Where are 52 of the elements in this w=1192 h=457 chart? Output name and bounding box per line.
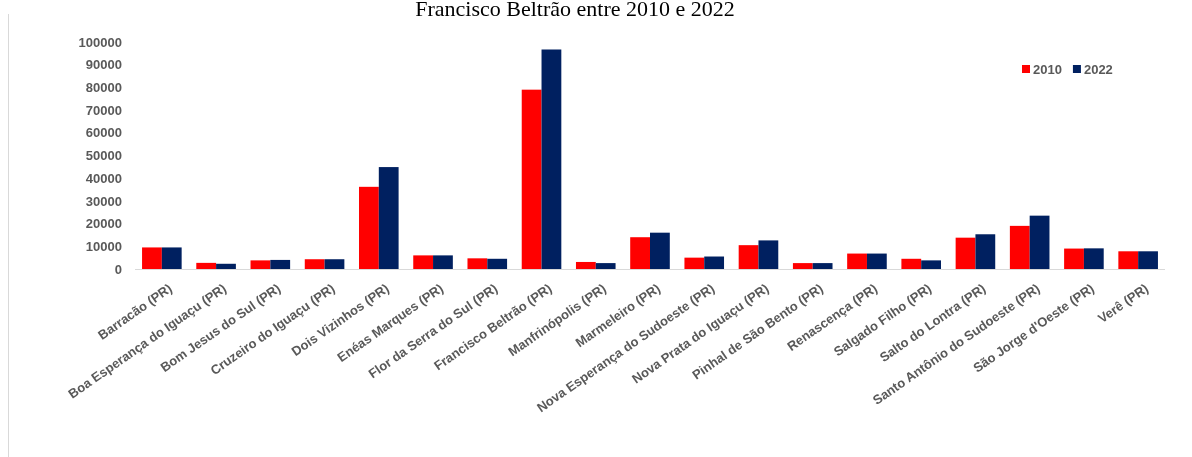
y-tick-label: 80000 — [85, 80, 122, 96]
y-tick-label: 60000 — [85, 125, 122, 141]
bar — [324, 259, 345, 269]
bar — [650, 232, 670, 269]
bar — [812, 263, 833, 269]
bar — [630, 237, 650, 269]
bar — [250, 260, 271, 269]
bar — [270, 259, 291, 269]
bar — [792, 263, 813, 269]
legend-label: 2022 — [1083, 61, 1113, 77]
bar — [1138, 251, 1158, 269]
bar — [378, 167, 399, 269]
bar — [901, 258, 922, 269]
bar — [575, 261, 596, 269]
chart-title: Francisco Beltrão entre 2010 e 2022 — [415, 0, 735, 21]
bar — [161, 247, 182, 269]
bar — [359, 186, 379, 269]
bar — [1029, 215, 1050, 269]
y-tick-label: 100000 — [78, 34, 122, 50]
bar — [1083, 248, 1104, 269]
bar — [921, 260, 941, 269]
y-tick-label: 20000 — [85, 216, 122, 232]
bar — [433, 255, 453, 269]
bar — [704, 256, 725, 269]
bar — [738, 245, 759, 269]
bar — [847, 253, 867, 269]
y-tick-label: 50000 — [85, 148, 122, 164]
bar — [975, 234, 996, 269]
bar — [413, 255, 434, 269]
bar — [196, 262, 217, 269]
y-tick-label: 70000 — [85, 102, 122, 118]
bar — [1009, 225, 1030, 269]
bar — [1118, 251, 1139, 269]
bar — [595, 263, 616, 269]
y-tick-label: 40000 — [85, 170, 122, 186]
bar — [216, 263, 236, 269]
y-tick-label: 10000 — [85, 238, 122, 254]
legend-label: 2010 — [1033, 61, 1062, 77]
bar — [521, 89, 542, 269]
bar — [758, 240, 779, 269]
bar — [142, 247, 162, 269]
bar — [541, 49, 562, 269]
bar — [866, 253, 887, 269]
y-tick-label: 90000 — [85, 57, 122, 73]
bar — [467, 258, 488, 269]
bar — [955, 237, 976, 269]
y-tick-label: 30000 — [85, 193, 122, 209]
bar — [487, 258, 508, 269]
bar — [684, 257, 705, 269]
y-tick-label: 0 — [114, 261, 122, 277]
bar — [304, 259, 325, 269]
bar — [1064, 248, 1084, 269]
